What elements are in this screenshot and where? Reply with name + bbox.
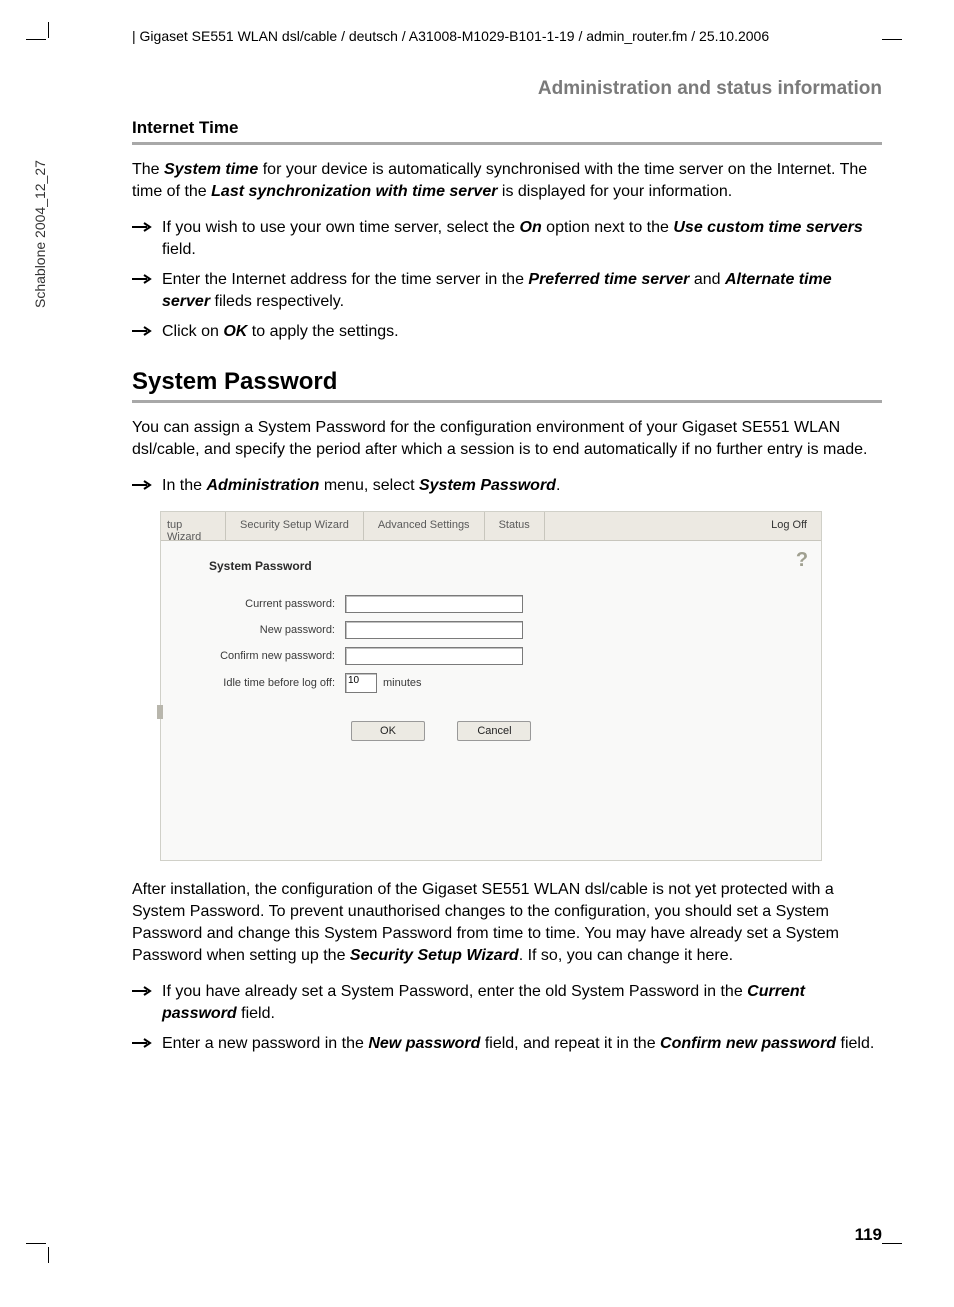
tab-bar: tup Wizard Security Setup Wizard Advance… <box>161 512 821 541</box>
text: field, and repeat it in the <box>480 1035 660 1052</box>
screenshot-system-password: tup Wizard Security Setup Wizard Advance… <box>160 511 822 861</box>
label-idle-time: Idle time before log off: <box>175 677 345 689</box>
bold-text: Preferred time server <box>528 271 689 288</box>
bold-text: Last synchronization with time server <box>211 183 497 200</box>
form-row: Idle time before log off: 10 minutes <box>175 673 807 693</box>
button-row: OK Cancel <box>351 721 807 741</box>
bold-text: Use custom time servers <box>673 219 862 236</box>
bullet-list: If you wish to use your own time server,… <box>132 217 882 343</box>
text: If you wish to use your own time server,… <box>162 219 520 236</box>
arrow-icon <box>132 273 154 285</box>
form-row: Confirm new password: <box>175 647 807 665</box>
idle-time-unit: minutes <box>383 677 422 689</box>
help-icon[interactable]: ? <box>793 549 811 569</box>
paragraph: The System time for your device is autom… <box>132 159 882 203</box>
paragraph: After installation, the configuration of… <box>132 879 882 967</box>
screenshot-body: ? System Password Current password: New … <box>161 541 821 741</box>
text: In the <box>162 477 206 494</box>
section-header: Administration and status information <box>62 78 882 100</box>
text: field. <box>836 1035 874 1052</box>
logoff-link[interactable]: Log Off <box>757 512 821 540</box>
bullet-list: In the Administration menu, select Syste… <box>132 475 882 497</box>
list-item: Click on OK to apply the settings. <box>132 321 882 343</box>
text: to apply the settings. <box>247 323 398 340</box>
confirm-password-input[interactable] <box>345 647 523 665</box>
bold-text: System time <box>164 161 258 178</box>
tab-security-setup-wizard[interactable]: Security Setup Wizard <box>226 512 364 540</box>
text: The <box>132 161 164 178</box>
crop-mark <box>26 1243 46 1244</box>
label-confirm-password: Confirm new password: <box>175 650 345 662</box>
header-path: Gigaset SE551 WLAN dsl/cable / deutsch /… <box>132 28 882 44</box>
crop-mark <box>26 39 46 40</box>
rule <box>132 142 882 145</box>
text: . <box>556 477 560 494</box>
crop-mark <box>48 1247 49 1263</box>
tab-status[interactable]: Status <box>485 512 545 540</box>
arrow-icon <box>132 479 154 491</box>
bold-text: On <box>520 219 542 236</box>
bold-text: Confirm new password <box>660 1035 836 1052</box>
text: Enter the Internet address for the time … <box>162 271 528 288</box>
bold-text: Security Setup Wizard <box>350 947 519 964</box>
bold-text: OK <box>223 323 247 340</box>
form-row: New password: <box>175 621 807 639</box>
text: . If so, you can change it here. <box>519 947 733 964</box>
label-new-password: New password: <box>175 624 345 636</box>
text: option next to the <box>542 219 674 236</box>
list-item: Enter a new password in the New password… <box>132 1033 882 1055</box>
current-password-input[interactable] <box>345 595 523 613</box>
list-item: Enter the Internet address for the time … <box>132 269 882 313</box>
text: field. <box>237 1005 275 1022</box>
arrow-icon <box>132 1037 154 1049</box>
text: field. <box>162 241 196 258</box>
text: Click on <box>162 323 223 340</box>
label-current-password: Current password: <box>175 598 345 610</box>
crop-mark <box>882 1243 902 1244</box>
text: and <box>689 271 725 288</box>
text: is displayed for your information. <box>497 183 732 200</box>
heading-system-password: System Password <box>132 368 882 396</box>
ok-button[interactable]: OK <box>351 721 425 741</box>
cancel-button[interactable]: Cancel <box>457 721 531 741</box>
bullet-list: If you have already set a System Passwor… <box>132 981 882 1055</box>
idle-time-input[interactable]: 10 <box>345 673 377 693</box>
tab-advanced-settings[interactable]: Advanced Settings <box>364 512 485 540</box>
page: Schablone 2004_12_27 Gigaset SE551 WLAN … <box>62 28 882 1257</box>
arrow-icon <box>132 325 154 337</box>
subheading-internet-time: Internet Time <box>132 118 882 138</box>
template-label: Schablone 2004_12_27 <box>32 160 48 308</box>
bold-text: System Password <box>419 477 556 494</box>
crop-mark <box>48 22 49 38</box>
text: If you have already set a System Passwor… <box>162 983 747 1000</box>
tab-setup-wizard[interactable]: tup Wizard <box>161 512 226 540</box>
page-number: 119 <box>855 1225 882 1245</box>
bold-text: New password <box>368 1035 480 1052</box>
form-row: Current password: <box>175 595 807 613</box>
arrow-icon <box>132 221 154 233</box>
content: Internet Time The System time for your d… <box>132 118 882 1055</box>
scroll-marker <box>157 705 163 719</box>
list-item: If you have already set a System Passwor… <box>132 981 882 1025</box>
list-item: If you wish to use your own time server,… <box>132 217 882 261</box>
paragraph: You can assign a System Password for the… <box>132 417 882 461</box>
arrow-icon <box>132 985 154 997</box>
crop-mark <box>882 39 902 40</box>
text: Enter a new password in the <box>162 1035 368 1052</box>
bold-text: Administration <box>206 477 319 494</box>
text: fileds respectively. <box>210 293 344 310</box>
list-item: In the Administration menu, select Syste… <box>132 475 882 497</box>
panel-title: System Password <box>209 559 807 573</box>
new-password-input[interactable] <box>345 621 523 639</box>
rule <box>132 400 882 403</box>
text: menu, select <box>319 477 419 494</box>
